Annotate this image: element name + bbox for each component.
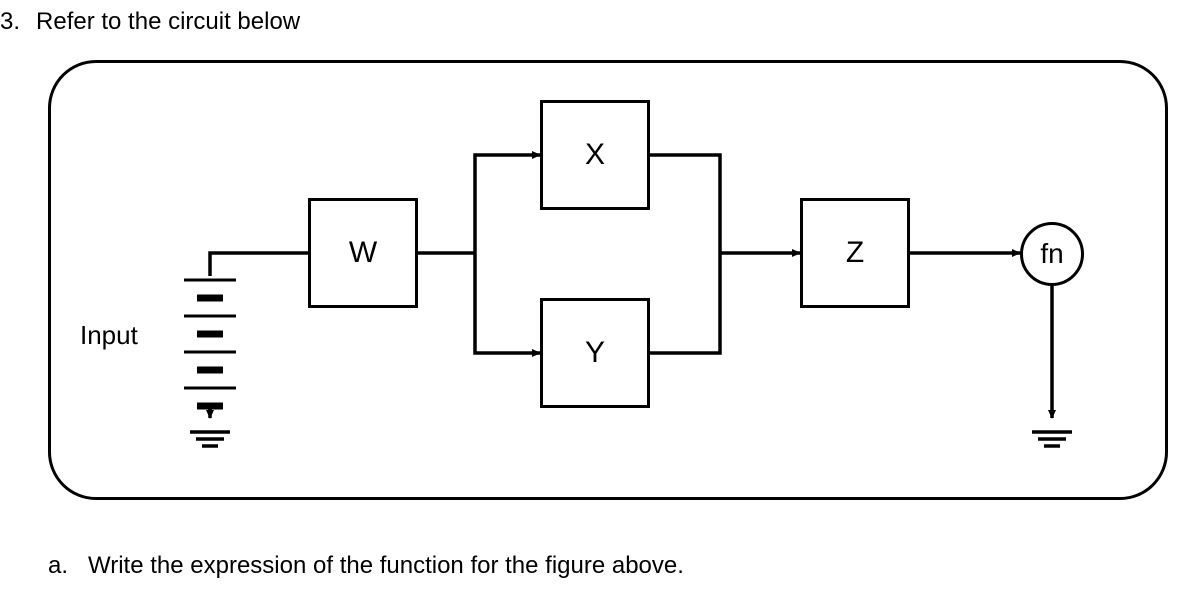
output-node-fn: fn [1020,222,1084,286]
output-node-label: fn [1040,238,1063,270]
question-number: 3. [0,8,20,36]
block-y: Y [540,298,650,408]
question-header: 3. Refer to the circuit below [0,8,300,36]
input-label: Input [80,320,138,351]
block-x: X [540,100,650,210]
block-y-label: Y [585,336,605,370]
question-text: Refer to the circuit below [36,8,300,36]
sub-question-text: Write the expression of the function for… [88,552,684,580]
block-z: Z [800,198,910,308]
sub-question-letter: a. [48,552,68,580]
block-w-label: W [349,236,377,270]
block-z-label: Z [846,236,864,270]
block-x-label: X [585,138,605,172]
sub-question: a. Write the expression of the function … [48,552,684,580]
block-w: W [308,198,418,308]
